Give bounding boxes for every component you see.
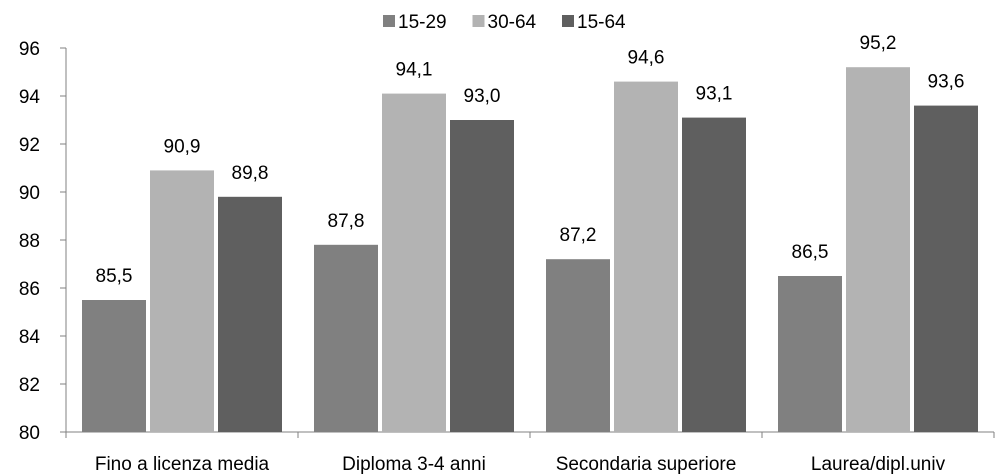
data-labels: 85,5 90,9 89,8 87,8 94,1 93,0 87,2 94,6 93,1 86,5… xyxy=(96,33,965,287)
data-label: 93,0 xyxy=(464,86,501,107)
bar-15-64-0 xyxy=(218,196,282,432)
data-label: 87,8 xyxy=(328,211,365,232)
x-axis: Fino a licenza media Diploma 3-4 anni Seco… xyxy=(65,431,995,475)
bars xyxy=(82,67,978,432)
data-label: 90,9 xyxy=(164,136,201,157)
bar-15-64-2 xyxy=(682,117,746,432)
y-tick-label: 86 xyxy=(19,279,40,300)
bar-30-64-2 xyxy=(614,81,678,432)
bar-15-64-3 xyxy=(914,105,978,432)
data-label: 87,2 xyxy=(560,225,597,246)
data-label: 85,5 xyxy=(96,266,133,287)
legend-swatch-15-64 xyxy=(562,15,574,27)
legend-swatch-15-29 xyxy=(383,15,395,27)
y-tick-label: 88 xyxy=(19,231,40,252)
data-label: 89,8 xyxy=(232,163,269,184)
y-tick-label: 92 xyxy=(19,135,40,156)
bar-30-64-1 xyxy=(382,93,446,432)
bar-15-29-0 xyxy=(82,300,146,432)
x-tick-label: Fino a licenza media xyxy=(95,454,270,475)
bar-15-29-3 xyxy=(778,276,842,432)
legend-label: 15-29 xyxy=(398,12,447,33)
data-label: 86,5 xyxy=(792,242,829,263)
legend-label: 30-64 xyxy=(488,12,537,33)
y-tick-label: 82 xyxy=(19,375,40,396)
bar-30-64-0 xyxy=(150,170,214,432)
x-tick-label: Secondaria superiore xyxy=(556,454,737,475)
y-tick-label: 96 xyxy=(19,39,40,60)
x-tick-label: Laurea/dipl.univ xyxy=(811,454,946,475)
bar-15-29-1 xyxy=(314,244,378,432)
data-label: 93,1 xyxy=(696,84,733,105)
legend-label: 15-64 xyxy=(577,12,626,33)
y-axis: 80 82 84 86 88 90 92 94 96 xyxy=(19,39,67,444)
data-label: 94,6 xyxy=(628,48,665,69)
y-tick-label: 84 xyxy=(19,327,41,348)
legend: 15-29 30-64 15-64 xyxy=(383,12,626,33)
y-tick-label: 80 xyxy=(19,423,40,444)
data-label: 94,1 xyxy=(396,60,433,81)
data-label: 95,2 xyxy=(860,33,897,54)
bar-15-64-1 xyxy=(450,120,514,432)
y-tick-label: 90 xyxy=(19,183,40,204)
bar-15-29-2 xyxy=(546,259,610,432)
y-tick-label: 94 xyxy=(19,87,41,108)
data-label: 93,6 xyxy=(928,72,965,93)
bar-30-64-3 xyxy=(846,67,910,432)
legend-swatch-30-64 xyxy=(472,15,485,27)
x-tick-label: Diploma 3-4 anni xyxy=(342,454,486,475)
